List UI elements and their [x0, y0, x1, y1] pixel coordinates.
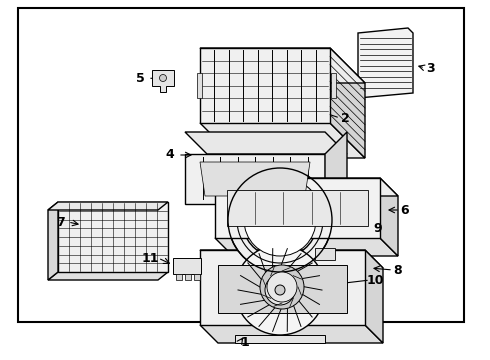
Text: 7: 7 — [56, 216, 64, 229]
Polygon shape — [227, 190, 368, 226]
Polygon shape — [200, 325, 383, 343]
Polygon shape — [358, 28, 413, 98]
Polygon shape — [325, 132, 347, 204]
Text: 6: 6 — [401, 203, 409, 216]
Text: 4: 4 — [166, 148, 174, 162]
Polygon shape — [330, 48, 365, 158]
Polygon shape — [215, 178, 380, 238]
Polygon shape — [235, 335, 325, 343]
Circle shape — [235, 245, 325, 335]
Polygon shape — [173, 258, 201, 274]
Polygon shape — [228, 168, 332, 272]
Polygon shape — [185, 132, 347, 154]
Polygon shape — [48, 272, 168, 280]
Text: 1: 1 — [241, 336, 249, 348]
Circle shape — [244, 184, 316, 256]
Polygon shape — [176, 274, 182, 280]
Polygon shape — [194, 274, 200, 280]
Polygon shape — [200, 250, 383, 268]
Circle shape — [260, 265, 304, 309]
Polygon shape — [58, 202, 168, 272]
Polygon shape — [200, 250, 365, 325]
Polygon shape — [152, 70, 174, 92]
Polygon shape — [48, 202, 58, 280]
Polygon shape — [200, 48, 330, 123]
Circle shape — [265, 275, 295, 305]
Text: 9: 9 — [374, 221, 382, 234]
Polygon shape — [197, 73, 202, 98]
Circle shape — [275, 285, 285, 295]
Polygon shape — [185, 154, 325, 204]
Text: 3: 3 — [426, 62, 434, 75]
Polygon shape — [200, 162, 310, 196]
Bar — [18, 8, 464, 322]
Polygon shape — [331, 73, 336, 98]
Polygon shape — [215, 238, 398, 256]
Polygon shape — [200, 123, 365, 158]
Text: 2: 2 — [341, 112, 349, 125]
Text: 5: 5 — [136, 72, 145, 85]
Polygon shape — [380, 178, 398, 256]
Polygon shape — [218, 265, 347, 313]
Polygon shape — [185, 274, 191, 280]
Polygon shape — [365, 250, 383, 343]
Polygon shape — [315, 248, 335, 260]
Circle shape — [267, 272, 297, 302]
Text: 10: 10 — [366, 274, 384, 287]
Polygon shape — [215, 178, 398, 196]
Text: 8: 8 — [393, 264, 402, 276]
Polygon shape — [200, 48, 365, 83]
Circle shape — [160, 75, 167, 81]
Polygon shape — [48, 202, 168, 210]
Text: 11: 11 — [141, 252, 159, 265]
